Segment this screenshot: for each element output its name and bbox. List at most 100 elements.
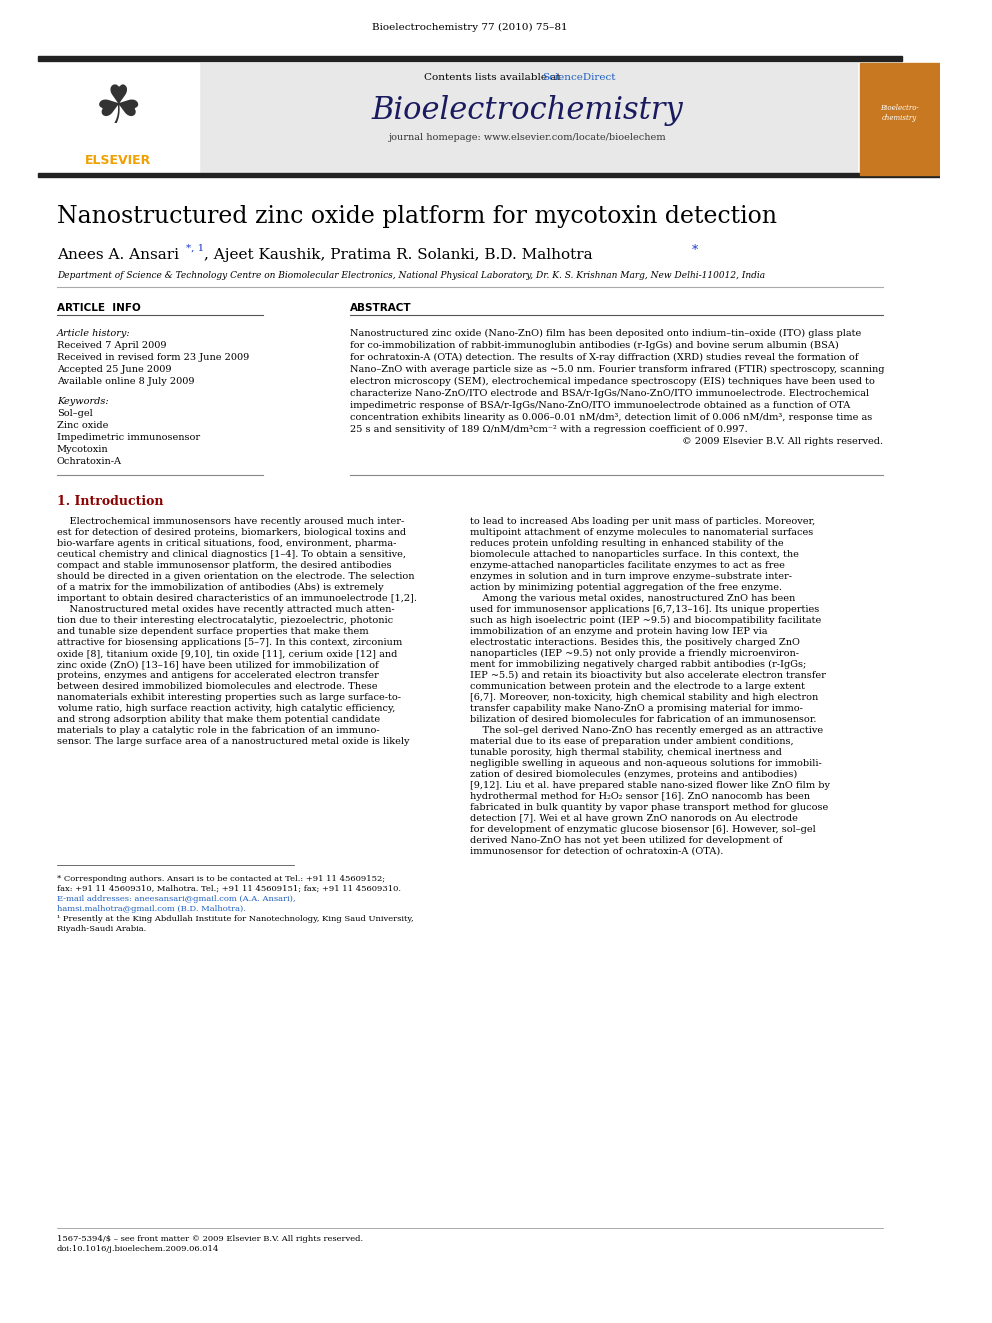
Text: compact and stable immunosensor platform, the desired antibodies: compact and stable immunosensor platform…: [57, 561, 392, 570]
Text: Riyadh-Saudi Arabia.: Riyadh-Saudi Arabia.: [57, 925, 146, 933]
Text: should be directed in a given orientation on the electrode. The selection: should be directed in a given orientatio…: [57, 572, 415, 581]
Text: Sol–gel: Sol–gel: [57, 409, 92, 418]
Text: impedimetric response of BSA/r-IgGs/Nano-ZnO/ITO immunoelectrode obtained as a f: impedimetric response of BSA/r-IgGs/Nano…: [350, 401, 851, 410]
Text: 1. Introduction: 1. Introduction: [57, 495, 164, 508]
Text: characterize Nano-ZnO/ITO electrode and BSA/r-IgGs/Nano-ZnO/ITO immunoelectrode.: characterize Nano-ZnO/ITO electrode and …: [350, 389, 870, 398]
Text: ceutical chemistry and clinical diagnostics [1–4]. To obtain a sensitive,: ceutical chemistry and clinical diagnost…: [57, 550, 406, 560]
Text: hamsi.malhotra@gmail.com (B.D. Malhotra).: hamsi.malhotra@gmail.com (B.D. Malhotra)…: [57, 905, 246, 913]
Text: hydrothermal method for H₂O₂ sensor [16]. ZnO nanocomb has been: hydrothermal method for H₂O₂ sensor [16]…: [470, 792, 809, 800]
Text: Keywords:: Keywords:: [57, 397, 108, 406]
Text: biomolecule attached to nanoparticles surface. In this context, the: biomolecule attached to nanoparticles su…: [470, 550, 799, 560]
Text: multipoint attachment of enzyme molecules to nanomaterial surfaces: multipoint attachment of enzyme molecule…: [470, 528, 813, 537]
Text: * Corresponding authors. Ansari is to be contacted at Tel.: +91 11 45609152;: * Corresponding authors. Ansari is to be…: [57, 875, 385, 882]
Text: volume ratio, high surface reaction activity, high catalytic efficiency,: volume ratio, high surface reaction acti…: [57, 704, 395, 713]
Text: Among the various metal oxides, nanostructured ZnO has been: Among the various metal oxides, nanostru…: [470, 594, 795, 603]
Text: negligible swelling in aqueous and non-aqueous solutions for immobili-: negligible swelling in aqueous and non-a…: [470, 759, 821, 767]
Text: Mycotoxin: Mycotoxin: [57, 445, 108, 454]
Text: Bioelectrochemistry: Bioelectrochemistry: [372, 95, 683, 126]
Bar: [38, 64, 199, 175]
Text: fax: +91 11 45609310, Malhotra. Tel.; +91 11 45609151; fax; +91 11 45609310.: fax: +91 11 45609310, Malhotra. Tel.; +9…: [57, 885, 401, 893]
Text: E-mail addresses: aneesansari@gmail.com (A.A. Ansari),: E-mail addresses: aneesansari@gmail.com …: [57, 894, 296, 904]
Text: *, 1: *, 1: [186, 243, 204, 253]
Text: electron microscopy (SEM), electrochemical impedance spectroscopy (EIS) techniqu: electron microscopy (SEM), electrochemic…: [350, 377, 875, 386]
Text: 25 s and sensitivity of 189 Ω/nM/dm³cm⁻² with a regression coefficient of 0.997.: 25 s and sensitivity of 189 Ω/nM/dm³cm⁻²…: [350, 425, 748, 434]
Text: enzyme-attached nanoparticles facilitate enzymes to act as free: enzyme-attached nanoparticles facilitate…: [470, 561, 785, 570]
Text: used for immunosensor applications [6,7,13–16]. Its unique properties: used for immunosensor applications [6,7,…: [470, 605, 819, 614]
Text: derived Nano-ZnO has not yet been utilized for development of: derived Nano-ZnO has not yet been utiliz…: [470, 836, 782, 845]
Text: transfer capability make Nano-ZnO a promising material for immo-: transfer capability make Nano-ZnO a prom…: [470, 704, 803, 713]
Text: bio-warfare agents in critical situations, food, environment, pharma-: bio-warfare agents in critical situation…: [57, 538, 396, 548]
Text: to lead to increased Abs loading per unit mass of particles. Moreover,: to lead to increased Abs loading per uni…: [470, 517, 815, 527]
Text: important to obtain desired characteristics of an immunoelectrode [1,2].: important to obtain desired characterist…: [57, 594, 417, 603]
Text: detection [7]. Wei et al have grown ZnO nanorods on Au electrode: detection [7]. Wei et al have grown ZnO …: [470, 814, 798, 823]
Text: attractive for biosensing applications [5–7]. In this context, zirconium: attractive for biosensing applications […: [57, 638, 402, 647]
Text: © 2009 Elsevier B.V. All rights reserved.: © 2009 Elsevier B.V. All rights reserved…: [682, 437, 883, 446]
Text: and strong adsorption ability that make them potential candidate: and strong adsorption ability that make …: [57, 714, 380, 724]
Text: oxide [8], titanium oxide [9,10], tin oxide [11], cerium oxide [12] and: oxide [8], titanium oxide [9,10], tin ox…: [57, 650, 397, 658]
Text: Zinc oxide: Zinc oxide: [57, 421, 108, 430]
Text: tion due to their interesting electrocatalytic, piezoelectric, photonic: tion due to their interesting electrocat…: [57, 617, 393, 624]
Text: between desired immobilized biomolecules and electrode. These: between desired immobilized biomolecules…: [57, 681, 377, 691]
Text: zinc oxide (ZnO) [13–16] have been utilized for immobilization of: zinc oxide (ZnO) [13–16] have been utili…: [57, 660, 379, 669]
Bar: [38, 173, 939, 177]
Text: Bioelectro-
chemistry: Bioelectro- chemistry: [880, 105, 920, 122]
Text: 1567-5394/$ – see front matter © 2009 Elsevier B.V. All rights reserved.: 1567-5394/$ – see front matter © 2009 El…: [57, 1234, 363, 1244]
Text: concentration exhibits linearity as 0.006–0.01 nM/dm³, detection limit of 0.006 : concentration exhibits linearity as 0.00…: [350, 413, 873, 422]
Text: journal homepage: www.elsevier.com/locate/bioelechem: journal homepage: www.elsevier.com/locat…: [389, 134, 667, 142]
Text: Received in revised form 23 June 2009: Received in revised form 23 June 2009: [57, 353, 249, 363]
Text: *: *: [691, 243, 697, 257]
Text: material due to its ease of preparation under ambient conditions,: material due to its ease of preparation …: [470, 737, 794, 746]
Text: Accepted 25 June 2009: Accepted 25 June 2009: [57, 365, 172, 374]
Text: IEP ~5.5) and retain its bioactivity but also accelerate electron transfer: IEP ~5.5) and retain its bioactivity but…: [470, 671, 825, 680]
Text: Anees A. Ansari: Anees A. Ansari: [57, 247, 184, 262]
Text: enzymes in solution and in turn improve enzyme–substrate inter-: enzymes in solution and in turn improve …: [470, 572, 792, 581]
Text: nanoparticles (IEP ~9.5) not only provide a friendly microenviron-: nanoparticles (IEP ~9.5) not only provid…: [470, 650, 799, 658]
Text: Department of Science & Technology Centre on Biomolecular Electronics, National : Department of Science & Technology Centr…: [57, 271, 765, 280]
Text: Nanostructured zinc oxide platform for mycotoxin detection: Nanostructured zinc oxide platform for m…: [57, 205, 777, 228]
Bar: [860, 64, 939, 175]
Text: Nanostructured zinc oxide (Nano-ZnO) film has been deposited onto indium–tin–oxi: Nanostructured zinc oxide (Nano-ZnO) fil…: [350, 329, 862, 339]
Text: Available online 8 July 2009: Available online 8 July 2009: [57, 377, 194, 386]
Text: proteins, enzymes and antigens for accelerated electron transfer: proteins, enzymes and antigens for accel…: [57, 671, 379, 680]
Bar: [38, 56, 902, 61]
Text: communication between protein and the electrode to a large extent: communication between protein and the el…: [470, 681, 805, 691]
Text: [9,12]. Liu et al. have prepared stable nano-sized flower like ZnO film by: [9,12]. Liu et al. have prepared stable …: [470, 781, 829, 790]
Text: for ochratoxin-A (OTA) detection. The results of X-ray diffraction (XRD) studies: for ochratoxin-A (OTA) detection. The re…: [350, 353, 859, 363]
Text: electrostatic interactions. Besides this, the positively charged ZnO: electrostatic interactions. Besides this…: [470, 638, 800, 647]
Text: reduces protein unfolding resulting in enhanced stability of the: reduces protein unfolding resulting in e…: [470, 538, 784, 548]
Text: ScienceDirect: ScienceDirect: [542, 73, 615, 82]
Text: Electrochemical immunosensors have recently aroused much inter-: Electrochemical immunosensors have recen…: [57, 517, 404, 527]
Text: [6,7]. Moreover, non-toxicity, high chemical stability and high electron: [6,7]. Moreover, non-toxicity, high chem…: [470, 693, 818, 703]
Text: zation of desired biomolecules (enzymes, proteins and antibodies): zation of desired biomolecules (enzymes,…: [470, 770, 797, 779]
Text: Nano–ZnO with average particle size as ~5.0 nm. Fourier transform infrared (FTIR: Nano–ZnO with average particle size as ~…: [350, 365, 885, 374]
Text: sensor. The large surface area of a nanostructured metal oxide is likely: sensor. The large surface area of a nano…: [57, 737, 410, 746]
Text: ¹ Presently at the King Abdullah Institute for Nanotechnology, King Saud Univers: ¹ Presently at the King Abdullah Institu…: [57, 916, 414, 923]
Bar: [199, 64, 857, 175]
Text: such as high isoelectric point (IEP ~9.5) and biocompatibility facilitate: such as high isoelectric point (IEP ~9.5…: [470, 617, 821, 626]
Text: bilization of desired biomolecules for fabrication of an immunosensor.: bilization of desired biomolecules for f…: [470, 714, 816, 724]
Text: for development of enzymatic glucose biosensor [6]. However, sol–gel: for development of enzymatic glucose bio…: [470, 826, 815, 833]
Text: Ochratoxin-A: Ochratoxin-A: [57, 456, 122, 466]
Text: immobilization of an enzyme and protein having low IEP via: immobilization of an enzyme and protein …: [470, 627, 767, 636]
Text: of a matrix for the immobilization of antibodies (Abs) is extremely: of a matrix for the immobilization of an…: [57, 583, 384, 593]
Text: est for detection of desired proteins, biomarkers, biological toxins and: est for detection of desired proteins, b…: [57, 528, 406, 537]
Text: and tunable size dependent surface properties that make them: and tunable size dependent surface prope…: [57, 627, 368, 636]
Text: ABSTRACT: ABSTRACT: [350, 303, 412, 314]
Text: immunosensor for detection of ochratoxin-A (OTA).: immunosensor for detection of ochratoxin…: [470, 847, 723, 856]
Text: Received 7 April 2009: Received 7 April 2009: [57, 341, 167, 351]
Text: doi:10.1016/j.bioelechem.2009.06.014: doi:10.1016/j.bioelechem.2009.06.014: [57, 1245, 219, 1253]
Text: Nanostructured metal oxides have recently attracted much atten-: Nanostructured metal oxides have recentl…: [57, 605, 395, 614]
Text: ☘: ☘: [95, 82, 142, 134]
Text: ARTICLE  INFO: ARTICLE INFO: [57, 303, 141, 314]
Text: Article history:: Article history:: [57, 329, 131, 337]
Text: Contents lists available at: Contents lists available at: [425, 73, 564, 82]
Text: for co-immobilization of rabbit-immunoglubin antibodies (r-IgGs) and bovine seru: for co-immobilization of rabbit-immunogl…: [350, 341, 839, 351]
Text: Impedimetric immunosensor: Impedimetric immunosensor: [57, 433, 200, 442]
Text: materials to play a catalytic role in the fabrication of an immuno-: materials to play a catalytic role in th…: [57, 726, 380, 736]
Text: The sol–gel derived Nano-ZnO has recently emerged as an attractive: The sol–gel derived Nano-ZnO has recentl…: [470, 726, 823, 736]
Text: action by minimizing potential aggregation of the free enzyme.: action by minimizing potential aggregati…: [470, 583, 782, 591]
Text: Bioelectrochemistry 77 (2010) 75–81: Bioelectrochemistry 77 (2010) 75–81: [372, 22, 567, 32]
Text: ELSEVIER: ELSEVIER: [85, 153, 152, 167]
Text: nanomaterials exhibit interesting properties such as large surface-to-: nanomaterials exhibit interesting proper…: [57, 693, 401, 703]
Text: ment for immobilizing negatively charged rabbit antibodies (r-IgGs;: ment for immobilizing negatively charged…: [470, 660, 806, 669]
